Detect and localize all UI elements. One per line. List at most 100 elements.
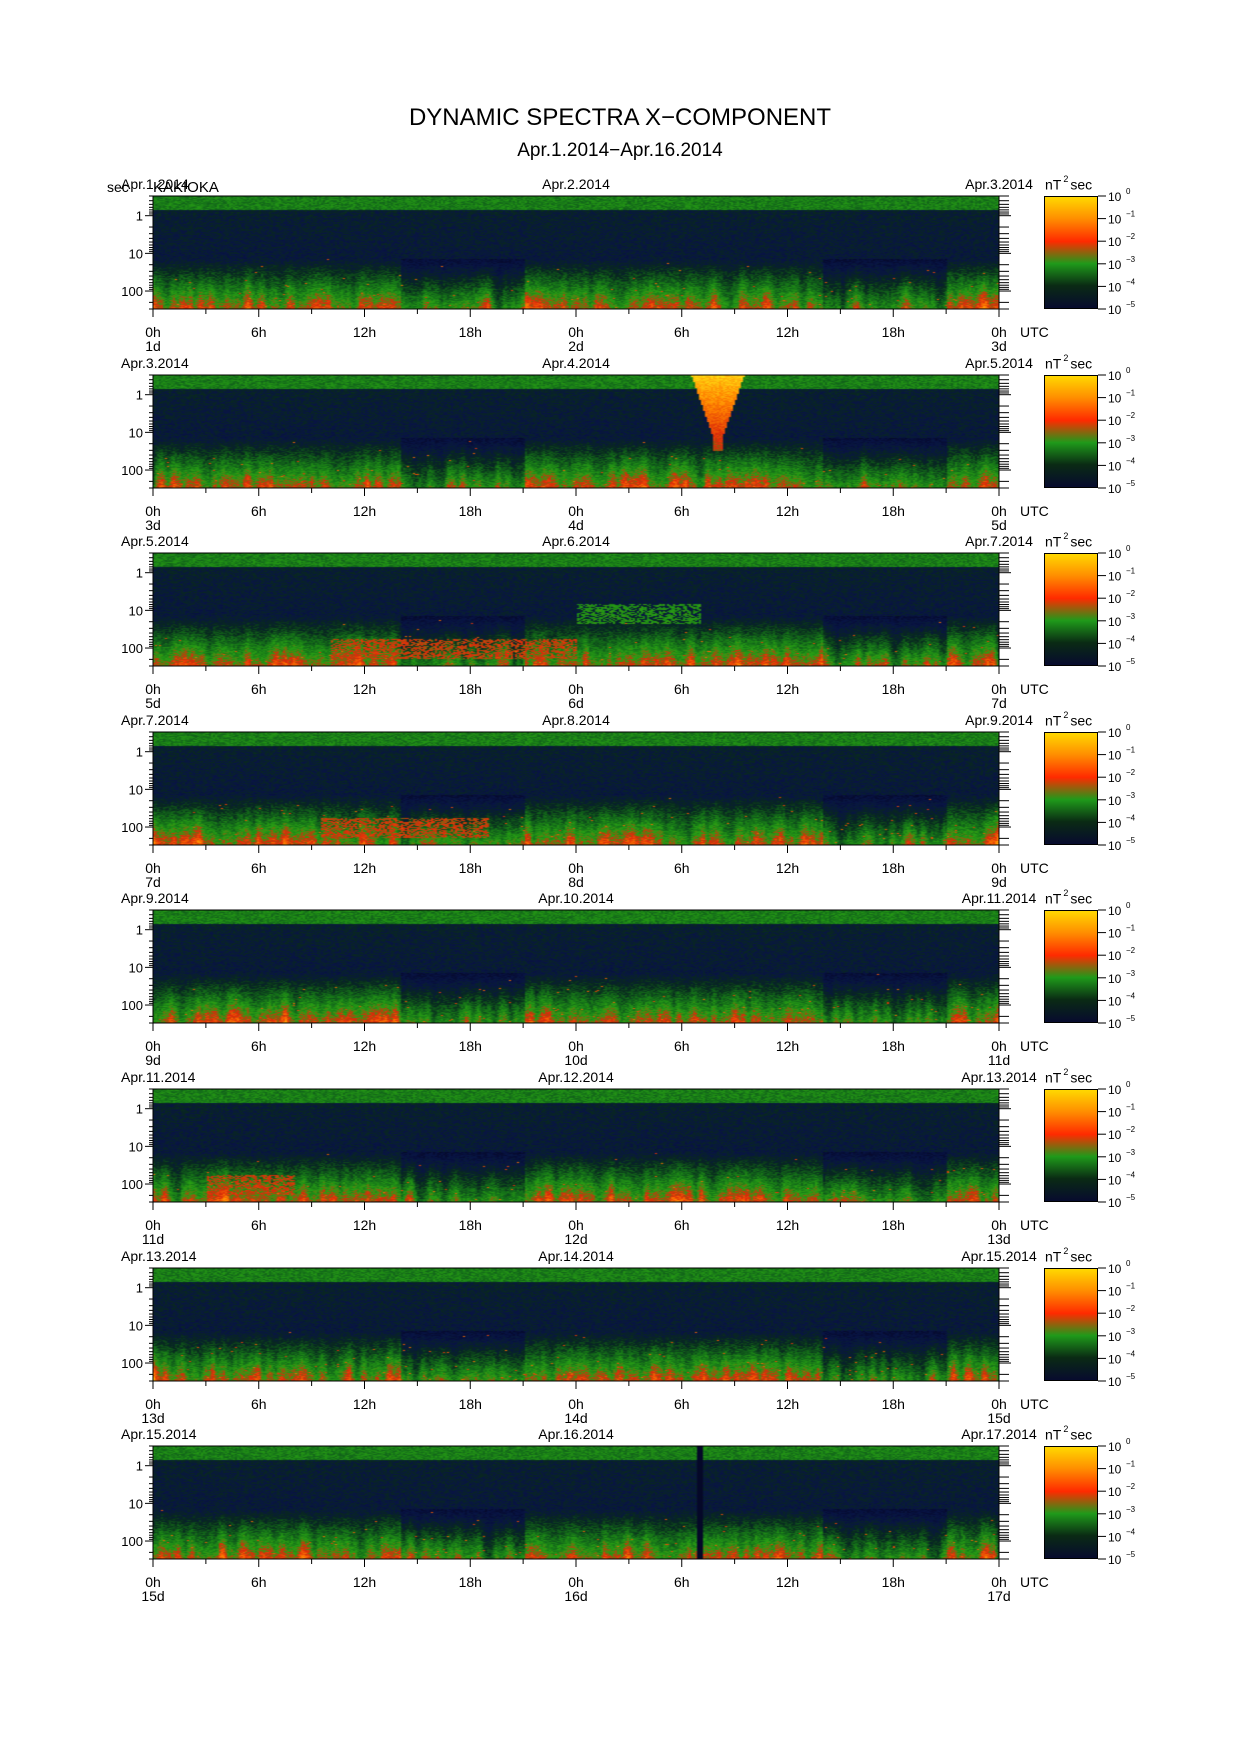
x-tick-label: 18h — [458, 1217, 482, 1233]
plot-frame — [152, 552, 1000, 667]
colorbar-tick-exp: −3 — [1126, 791, 1136, 800]
y-tick-label: 1 — [136, 566, 143, 581]
x-tick-label: 18h — [458, 502, 482, 519]
colorbar-tick-label: 10 — [1108, 280, 1122, 294]
colorbar-tick-exp: −2 — [1126, 1482, 1136, 1491]
day-label: 1d — [145, 338, 161, 354]
y-tick-label: 1 — [136, 1459, 143, 1474]
day-label: 5d — [145, 695, 161, 712]
x-tick-label: 12h — [352, 681, 377, 698]
x-tick-label: 0h — [991, 1574, 1007, 1591]
y-tick-label: 100 — [121, 1356, 143, 1371]
colorbar-unit-prefix: nT — [1045, 1248, 1062, 1265]
colorbar-tick-label: 10 — [1108, 972, 1122, 986]
colorbar-tick-label: 10 — [1108, 839, 1122, 853]
x-tick-label: 12h — [775, 1395, 800, 1412]
colorbar-tick-exp: −1 — [1126, 1460, 1136, 1469]
x-tick-label: 18h — [458, 1574, 482, 1591]
x-tick-label: 0h — [991, 859, 1007, 876]
spectrogram-panel: Apr.11.2014 Apr.12.2014 Apr.13.2014 nT 2 sec 1… — [0, 1067, 1240, 1249]
spectrogram-canvas — [153, 196, 999, 309]
colorbar-tick-label: 10 — [1108, 1375, 1122, 1389]
colorbar-tick-exp: −3 — [1126, 1326, 1136, 1335]
x-tick-label: 0h — [145, 1395, 161, 1412]
colorbar-tick-label: 10 — [1108, 638, 1122, 652]
spectrogram-plot — [153, 731, 999, 845]
colorbar-tick-exp: −5 — [1126, 1550, 1136, 1559]
spectrogram-plot — [153, 1446, 999, 1560]
x-tick-label: 18h — [881, 1395, 905, 1412]
colorbar-unit-label: nT 2 sec — [1045, 174, 1093, 193]
panel-date-mid: Apr.2.2014 — [542, 176, 610, 192]
colorbar-ticks: 10 0 10 −1 10 −2 10 −3 10 −4 10 −5 — [1098, 901, 1136, 1031]
panel-axes: 1 10 100 — [121, 1445, 1011, 1568]
x-tick-label: 6h — [250, 1217, 267, 1233]
colorbar-ticks: 10 0 10 −1 10 −2 10 −3 10 −4 10 −5 — [1098, 366, 1136, 496]
colorbar-tick-label: 10 — [1108, 1329, 1122, 1343]
colorbar-tick-exp: 0 — [1126, 901, 1131, 910]
x-tick-label: 18h — [881, 502, 905, 519]
utc-label: UTC — [1020, 1038, 1049, 1055]
day-label: 7d — [991, 695, 1007, 712]
y-tick-label: 100 — [121, 463, 143, 478]
x-tick-label: 18h — [881, 859, 905, 876]
colorbar — [1044, 731, 1098, 845]
colorbar-unit-prefix: nT — [1045, 533, 1062, 550]
spectrogram-panel: Apr.15.2014 Apr.16.2014 Apr.17.2014 nT 2 sec 1… — [0, 1424, 1240, 1606]
colorbar-tick-exp: −5 — [1126, 300, 1136, 309]
x-tick-label: 0h — [145, 502, 161, 519]
colorbar-tick-exp: −5 — [1126, 1193, 1136, 1202]
colorbar-tick-exp: −2 — [1126, 232, 1136, 241]
x-tick-label: 6h — [673, 681, 690, 698]
colorbar-tick-label: 10 — [1108, 459, 1122, 473]
colorbar-tick-exp: −4 — [1126, 635, 1136, 644]
colorbar-unit-label: nT 2 sec — [1045, 1246, 1092, 1265]
day-label: 13d — [141, 1409, 165, 1426]
colorbar-tick-label: 10 — [1108, 235, 1122, 249]
colorbar-tick-exp: −4 — [1126, 992, 1136, 1001]
colorbar-tick-exp: 0 — [1126, 723, 1131, 732]
x-tick-label: 12h — [352, 859, 377, 876]
x-tick-label: 18h — [458, 324, 482, 340]
colorbar-tick-exp: −1 — [1126, 388, 1136, 397]
colorbar-tick-label: 10 — [1108, 615, 1122, 629]
plot-frame — [152, 731, 1000, 846]
x-tick-label: 0h — [145, 324, 161, 340]
x-tick-label: 6h — [250, 859, 267, 876]
colorbar-tick-label: 10 — [1108, 213, 1122, 227]
y-tick-label: 100 — [121, 998, 143, 1013]
colorbar — [1044, 196, 1098, 309]
panel-axes: 1 10 100 — [121, 1088, 1011, 1210]
colorbar-ticks: 10 0 10 −1 10 −2 10 −3 10 −4 10 −5 — [1098, 1080, 1136, 1210]
day-label: 9d — [991, 873, 1007, 890]
colorbar-tick-label: 10 — [1108, 771, 1122, 785]
x-tick-label: 12h — [352, 324, 377, 340]
colorbar-tick-exp: 0 — [1126, 366, 1131, 375]
colorbar-tick-label: 10 — [1108, 482, 1122, 496]
colorbar-tick-label: 10 — [1108, 303, 1122, 317]
panel-date-mid: Apr.16.2014 — [538, 1426, 614, 1443]
colorbar-unit-suffix: sec — [1070, 891, 1093, 908]
spectrogram-canvas — [153, 553, 999, 667]
colorbar-tick-label: 10 — [1108, 1284, 1122, 1298]
colorbar-unit-suffix: sec — [1070, 1426, 1093, 1443]
day-label: 5d — [991, 516, 1007, 533]
colorbar-tick-label: 10 — [1108, 570, 1122, 584]
colorbar-unit-suffix: sec — [1070, 176, 1093, 193]
day-label: 15d — [987, 1409, 1011, 1426]
x-tick-label: 6h — [673, 1217, 690, 1233]
colorbar-tick-exp: 0 — [1126, 1259, 1131, 1268]
colorbar-unit-label: nT 2 sec — [1045, 888, 1093, 908]
colorbar-tick-exp: −3 — [1126, 433, 1136, 442]
colorbar-unit-prefix: nT — [1045, 355, 1062, 372]
spectrogram-panel: Apr.3.2014 Apr.4.2014 Apr.5.2014 nT 2 sec 1 10 1… — [0, 353, 1240, 535]
colorbar-tick-exp: 0 — [1126, 187, 1131, 196]
panel-date-right: Apr.11.2014 — [961, 890, 1037, 907]
panel-date-right: Apr.3.2014 — [965, 176, 1033, 192]
colorbar-tick-label: 10 — [1108, 1463, 1122, 1477]
colorbar-tick-label: 10 — [1108, 1531, 1122, 1545]
colorbar-tick-exp: −1 — [1126, 567, 1136, 576]
y-tick-label: 100 — [121, 820, 143, 835]
utc-label: UTC — [1020, 1395, 1049, 1412]
colorbar-unit-label: nT 2 sec — [1045, 1424, 1093, 1443]
